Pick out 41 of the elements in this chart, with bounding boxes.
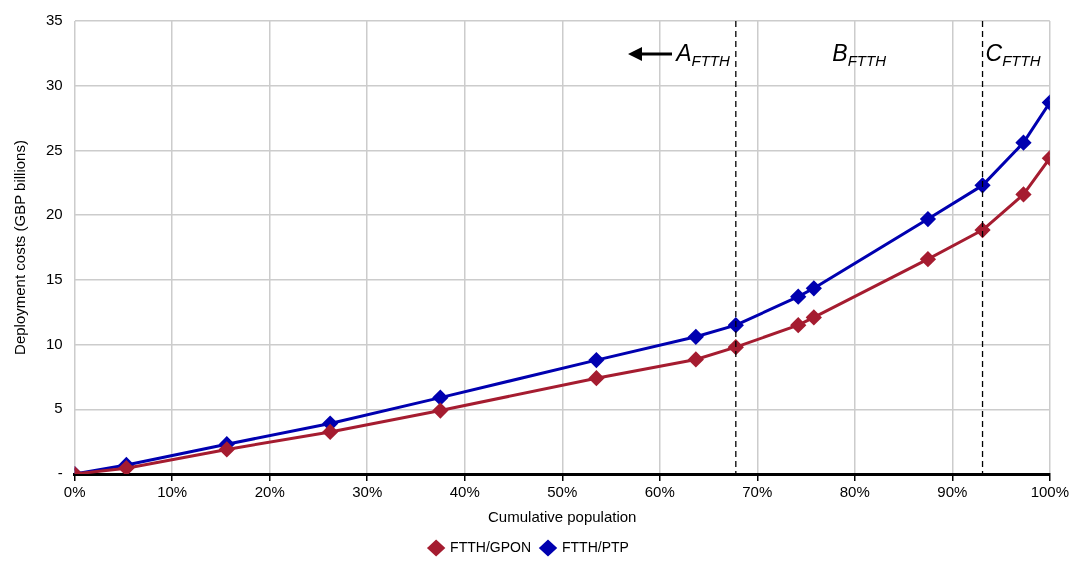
x-axis-title: Cumulative population — [488, 508, 637, 526]
y-tick-label: 10 — [46, 334, 63, 352]
x-tick-label: 60% — [644, 483, 675, 501]
point — [322, 424, 338, 440]
point — [219, 441, 235, 457]
point — [790, 289, 806, 305]
point — [806, 309, 822, 325]
point — [1015, 135, 1031, 151]
x-tick-label: 0% — [63, 483, 86, 501]
point — [975, 177, 991, 193]
y-tick-label: 20 — [46, 205, 63, 223]
y-axis-title: Deployment costs (GBP billions) — [11, 140, 29, 355]
x-tick-label: 10% — [157, 483, 188, 501]
y-tick-label: 25 — [46, 140, 63, 158]
point — [432, 390, 448, 406]
x-tick-label: 30% — [352, 483, 383, 501]
y-tick-label: 35 — [46, 11, 63, 29]
x-tick-label: 40% — [449, 483, 480, 501]
y-tick-label: 30 — [46, 75, 63, 93]
point — [728, 317, 744, 333]
x-tick-label: 70% — [742, 483, 773, 501]
y-tick-label: 15 — [46, 270, 63, 287]
legend-label: FTTH/PTP — [562, 538, 629, 555]
point — [688, 329, 704, 345]
point — [920, 251, 936, 267]
x-tick-label: 50% — [547, 483, 578, 501]
y-tick-label: - — [57, 464, 63, 482]
point — [432, 403, 448, 419]
point — [588, 370, 604, 386]
point — [1015, 186, 1031, 202]
legend-label: FTTH/GPON — [450, 538, 532, 555]
x-tick-label: 90% — [937, 483, 968, 501]
x-tick-label: 100% — [1030, 483, 1070, 501]
point — [588, 352, 604, 368]
x-tick-label: 80% — [839, 483, 870, 501]
x-tick-label: 20% — [254, 483, 285, 501]
point — [806, 280, 822, 296]
y-tick-label: 5 — [54, 399, 63, 417]
point — [920, 211, 936, 227]
point — [790, 317, 806, 333]
point — [688, 351, 704, 367]
